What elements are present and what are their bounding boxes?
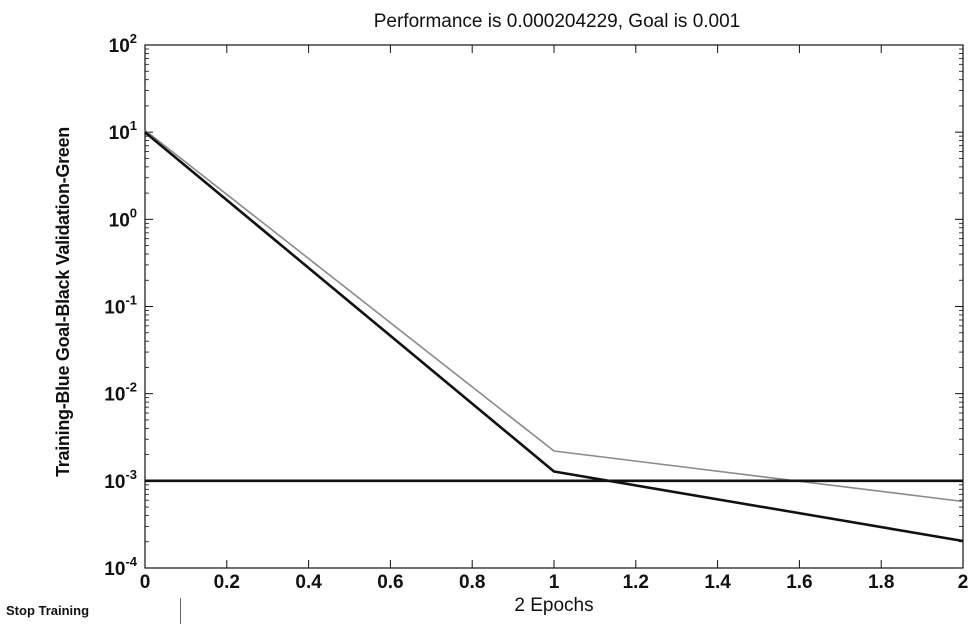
x-tick-label: 0.2 (214, 572, 240, 593)
plot-area (144, 44, 964, 569)
x-tick-label: 0.4 (295, 572, 322, 593)
x-tick-label: 0.8 (459, 572, 485, 593)
y-tick-label: 10-2 (104, 380, 137, 406)
y-tick-label: 10-4 (104, 554, 137, 580)
y-axis-label: Training-Blue Goal-Black Validation-Gree… (53, 127, 73, 477)
x-tick-label: 1.2 (623, 572, 649, 593)
series-line-2 (144, 131, 964, 543)
x-tick-labels: 0 0.2 0.4 0.6 0.8 1 1.2 1.4 1.6 1.8 2 (140, 572, 969, 593)
x-tick-label: 1.8 (868, 572, 894, 593)
chart-title: Performance is 0.000204229, Goal is 0.00… (374, 11, 741, 32)
y-tick-labels: 102 101 100 10-1 10-2 10-3 10-4 (104, 31, 137, 580)
series-layer (144, 129, 964, 543)
y-tick-label: 10-1 (104, 293, 137, 319)
y-tick-label: 100 (109, 205, 137, 231)
x-tick-label: 2 (958, 572, 969, 593)
stop-training-button[interactable]: Stop Training (4, 597, 144, 623)
x-axis-label: 2 Epochs (514, 595, 593, 616)
button-edge-divider (180, 598, 181, 624)
y-tick-label: 10-3 (104, 467, 137, 493)
x-tick-label: 0.6 (377, 572, 403, 593)
x-tick-label: 0 (140, 572, 151, 593)
axis-ticks (144, 44, 964, 569)
x-tick-label: 1.4 (704, 572, 731, 593)
x-tick-label: 1.6 (786, 572, 812, 593)
series-line-1 (144, 129, 964, 503)
y-tick-label: 102 (109, 31, 137, 57)
x-tick-label: 1 (549, 572, 560, 593)
y-tick-label: 101 (109, 118, 137, 144)
